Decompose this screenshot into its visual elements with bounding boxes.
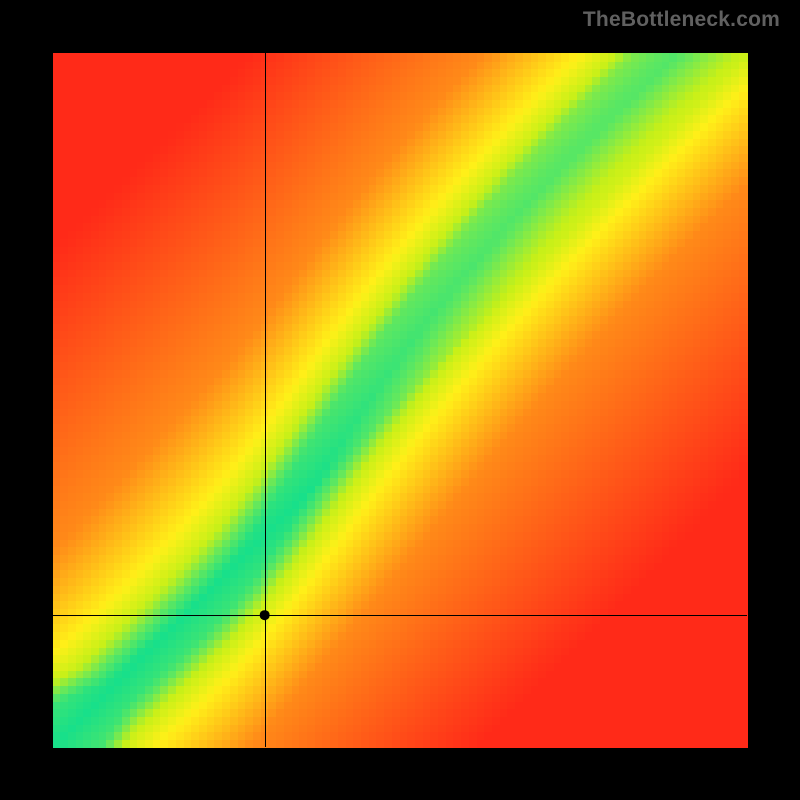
crosshair-overlay	[0, 0, 800, 800]
chart-container: { "watermark": { "text": "TheBottleneck.…	[0, 0, 800, 800]
watermark-text: TheBottleneck.com	[583, 8, 780, 32]
